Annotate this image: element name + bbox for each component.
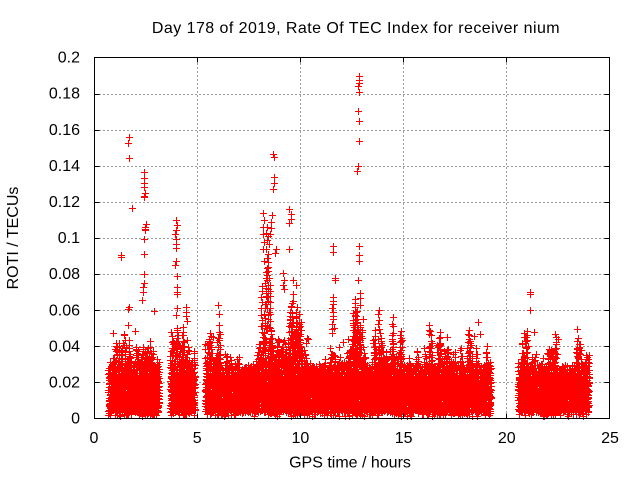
svg-text:0: 0 xyxy=(71,411,80,428)
svg-text:0.16: 0.16 xyxy=(49,122,80,139)
svg-text:0.06: 0.06 xyxy=(49,302,80,319)
svg-text:ROTI / TECUs: ROTI / TECUs xyxy=(5,187,22,290)
svg-text:15: 15 xyxy=(395,430,413,447)
svg-text:0.02: 0.02 xyxy=(49,375,80,392)
svg-text:5: 5 xyxy=(193,430,202,447)
svg-text:10: 10 xyxy=(292,430,310,447)
svg-text:0.18: 0.18 xyxy=(49,86,80,103)
svg-text:20: 20 xyxy=(498,430,516,447)
svg-text:GPS time / hours: GPS time / hours xyxy=(289,455,411,472)
svg-text:0.04: 0.04 xyxy=(49,338,80,355)
svg-text:0.1: 0.1 xyxy=(58,230,80,247)
svg-text:0.2: 0.2 xyxy=(58,50,80,67)
svg-text:0: 0 xyxy=(90,430,99,447)
svg-text:0.08: 0.08 xyxy=(49,266,80,283)
svg-text:Day 178 of 2019, Rate Of TEC I: Day 178 of 2019, Rate Of TEC Index for r… xyxy=(152,20,560,37)
svg-text:25: 25 xyxy=(601,430,619,447)
svg-text:0.14: 0.14 xyxy=(49,158,80,175)
svg-text:0.12: 0.12 xyxy=(49,194,80,211)
